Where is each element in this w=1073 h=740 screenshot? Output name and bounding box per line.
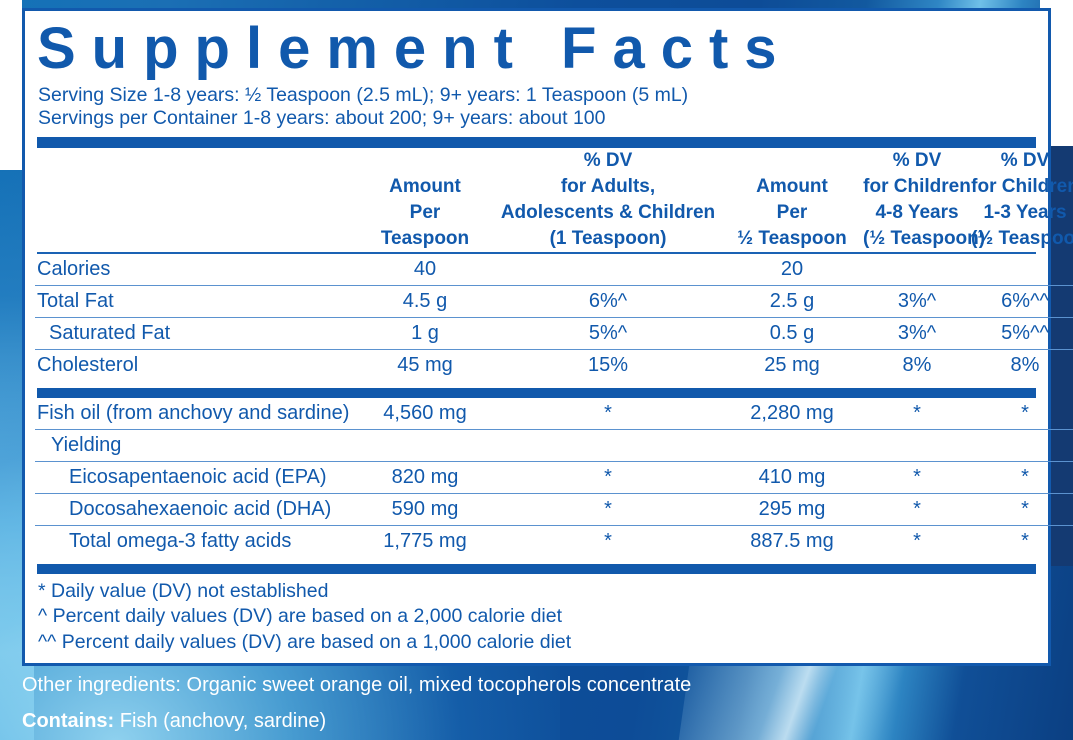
servings-per-container-text: Servings per Container 1-8 years: about … [38, 106, 606, 129]
header-cell-amount-per-half-teaspoon: Amount Per ½ Teaspoon [737, 175, 847, 249]
row-label: Total omega-3 fatty acids [69, 529, 292, 552]
table-row: Fish oil (from anchovy and sardine) 4,56… [35, 397, 1073, 430]
header-cell-blank [35, 148, 355, 252]
row-amount-per-half-teaspoon: 887.5 mg [750, 529, 834, 552]
row-dv-adults: * [495, 493, 721, 526]
row-dv-children-4-8 [863, 253, 971, 286]
row-amount-per-teaspoon: 4,560 mg [355, 397, 495, 430]
row-amount-per-half-teaspoon: 2.5 g [721, 285, 863, 318]
row-dv-adults: * [604, 529, 612, 552]
row-label: Cholesterol [37, 353, 139, 376]
row-label: Fish oil (from anchovy and sardine) [35, 397, 355, 430]
contains-value: Fish (anchovy, sardine) [119, 710, 327, 732]
serving-size-text: Serving Size 1-8 years: ½ Teaspoon (2.5 … [38, 83, 689, 106]
row-amount-per-teaspoon: 40 [355, 253, 495, 286]
row-dv-children-1-3 [971, 429, 1073, 462]
contains-text: Contains: Fish (anchovy, sardine) [22, 708, 1051, 734]
row-amount-per-teaspoon: 820 mg [355, 461, 495, 494]
row-dv-children-4-8: 3%^ [863, 317, 971, 350]
row-dv-adults: 6%^ [495, 285, 721, 318]
row-amount-per-half-teaspoon: 410 mg [721, 461, 863, 494]
table-row: Eicosapentaenoic acid (EPA) 820 mg * 410… [35, 461, 1073, 494]
divider-rule-under-header [37, 251, 1036, 254]
row-amount-per-teaspoon: 1,775 mg [383, 529, 467, 552]
row-amount-per-teaspoon: 45 mg [397, 353, 453, 376]
table-row: Cholesterol 45 mg 15% 25 mg 8% 8% [35, 349, 1073, 381]
row-dv-adults: 15% [587, 353, 629, 376]
table-row: Saturated Fat 1 g 5%^ 0.5 g 3%^ 5%^^ [35, 317, 1073, 350]
table-row: Yielding [35, 429, 1073, 462]
row-dv-adults [495, 253, 721, 286]
table-row: Docosahexaenoic acid (DHA) 590 mg * 295 … [35, 493, 1073, 526]
table-row: Total Fat 4.5 g 6%^ 2.5 g 3%^ 6%^^ [35, 285, 1073, 318]
row-amount-per-half-teaspoon [721, 429, 863, 462]
table-row: Total omega-3 fatty acids 1,775 mg * 887… [35, 525, 1073, 557]
footnote-caret: ^ Percent daily values (DV) are based on… [38, 605, 563, 628]
row-amount-per-half-teaspoon: 0.5 g [721, 317, 863, 350]
row-dv-adults [495, 429, 721, 462]
row-dv-children-4-8: * [863, 461, 971, 494]
header-cell-dv-children-1-3: % DV for Children 1-3 Years (½ Teaspoon) [971, 149, 1073, 249]
row-dv-children-1-3 [971, 253, 1073, 286]
row-label: Saturated Fat [35, 317, 355, 350]
nutrients-group-2: Fish oil (from anchovy and sardine) 4,56… [35, 397, 1073, 557]
divider-bar-middle [37, 387, 1036, 398]
row-dv-children-4-8: * [863, 397, 971, 430]
header-cell-amount-per-teaspoon: Amount Per Teaspoon [380, 175, 470, 249]
nutrition-table: Amount Per Teaspoon % DV for Adults, Ado… [35, 148, 1073, 252]
table-row: Calories 40 20 [35, 253, 1073, 286]
page-title: Supplement Facts [37, 16, 793, 81]
row-label: Eicosapentaenoic acid (EPA) [35, 461, 355, 494]
row-amount-per-half-teaspoon: 295 mg [721, 493, 863, 526]
row-label: Yielding [35, 429, 355, 462]
row-dv-children-1-3: * [971, 493, 1073, 526]
other-ingredients-text: Other ingredients: Organic sweet orange … [22, 674, 692, 696]
footer-section: Other ingredients: Organic sweet orange … [22, 672, 1051, 734]
row-dv-children-4-8: * [863, 493, 971, 526]
nutrients-group-1: Calories 40 20 Total Fat 4.5 g 6%^ 2.5 g… [35, 253, 1073, 381]
row-dv-children-1-3: * [1021, 529, 1029, 552]
background-top-left-white [0, 0, 22, 170]
footnote-double-caret: ^^ Percent daily values (DV) are based o… [38, 630, 572, 653]
row-dv-children-1-3: * [971, 461, 1073, 494]
row-amount-per-half-teaspoon: 20 [721, 253, 863, 286]
row-dv-adults: 5%^ [495, 317, 721, 350]
header-cell-dv-adults: % DV for Adults, Adolescents & Children … [500, 149, 716, 249]
row-dv-children-4-8: 8% [902, 353, 932, 376]
row-amount-per-half-teaspoon: 2,280 mg [721, 397, 863, 430]
footnotes: * Daily value (DV) not established ^ Per… [38, 579, 1038, 656]
row-label: Total Fat [35, 285, 355, 318]
divider-bar-top [37, 136, 1036, 148]
facts-panel: Supplement Facts Serving Size 1-8 years:… [22, 8, 1073, 666]
footnote-asterisk: * Daily value (DV) not established [38, 579, 329, 602]
row-dv-children-4-8 [863, 429, 971, 462]
table-header-row: Amount Per Teaspoon % DV for Adults, Ado… [35, 148, 1073, 252]
row-amount-per-teaspoon: 4.5 g [355, 285, 495, 318]
row-dv-adults: * [495, 397, 721, 430]
row-dv-children-1-3: * [971, 397, 1073, 430]
row-dv-children-1-3: 5%^^ [971, 317, 1073, 350]
row-amount-per-half-teaspoon: 25 mg [764, 353, 820, 376]
row-amount-per-teaspoon: 1 g [355, 317, 495, 350]
row-dv-children-1-3: 8% [1010, 353, 1040, 376]
row-dv-children-4-8: * [913, 529, 921, 552]
contains-label: Contains: [22, 710, 115, 732]
row-dv-children-4-8: 3%^ [863, 285, 971, 318]
row-dv-children-1-3: 6%^^ [971, 285, 1073, 318]
row-label: Calories [35, 253, 355, 286]
row-amount-per-teaspoon: 590 mg [355, 493, 495, 526]
row-amount-per-teaspoon [355, 429, 495, 462]
row-dv-adults: * [495, 461, 721, 494]
divider-bar-bottom [37, 563, 1036, 574]
header-cell-dv-children-4-8: % DV for Children 4-8 Years (½ Teaspoon) [863, 149, 986, 249]
row-label: Docosahexaenoic acid (DHA) [35, 493, 355, 526]
